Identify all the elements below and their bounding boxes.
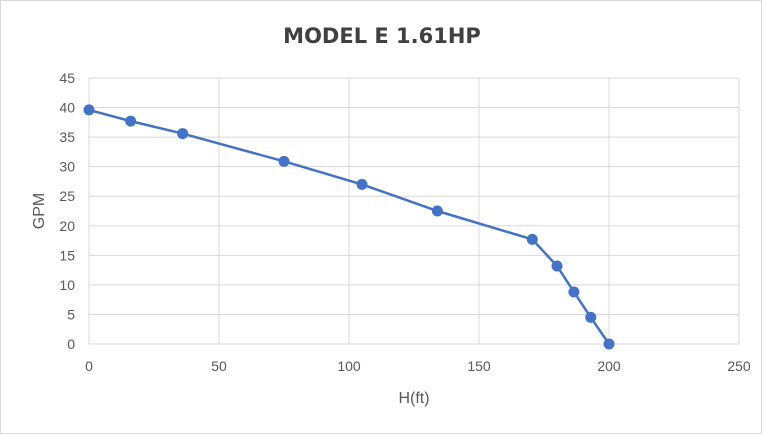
x-tick-label: 50	[211, 358, 227, 374]
y-axis-label: GPM	[31, 193, 48, 229]
chart-title: MODEL E 1.61HP	[283, 24, 481, 48]
y-tick-label: 15	[59, 247, 75, 263]
data-point	[603, 338, 615, 350]
y-tick-label: 35	[59, 129, 75, 145]
x-tick-label: 0	[85, 358, 93, 374]
y-tick-label: 25	[59, 188, 75, 204]
data-point	[568, 286, 580, 298]
x-tick-label: 100	[337, 358, 361, 374]
y-tick-label: 0	[67, 336, 75, 352]
x-axis-label: H(ft)	[398, 390, 429, 407]
data-point	[278, 155, 290, 167]
data-point	[431, 205, 443, 217]
y-tick-label: 10	[59, 277, 75, 293]
data-point	[551, 260, 563, 272]
x-tick-label: 250	[727, 358, 751, 374]
data-point	[177, 128, 189, 140]
data-point	[125, 115, 137, 127]
y-tick-label: 5	[67, 306, 75, 322]
x-tick-label: 200	[597, 358, 621, 374]
y-tick-label: 40	[59, 100, 75, 116]
y-tick-label: 20	[59, 218, 75, 234]
y-tick-label: 30	[59, 159, 75, 175]
data-point	[83, 104, 95, 116]
data-point	[356, 178, 368, 190]
data-point	[526, 233, 538, 245]
data-point	[585, 311, 597, 323]
y-tick-label: 45	[59, 70, 75, 86]
x-tick-label: 150	[467, 358, 491, 374]
